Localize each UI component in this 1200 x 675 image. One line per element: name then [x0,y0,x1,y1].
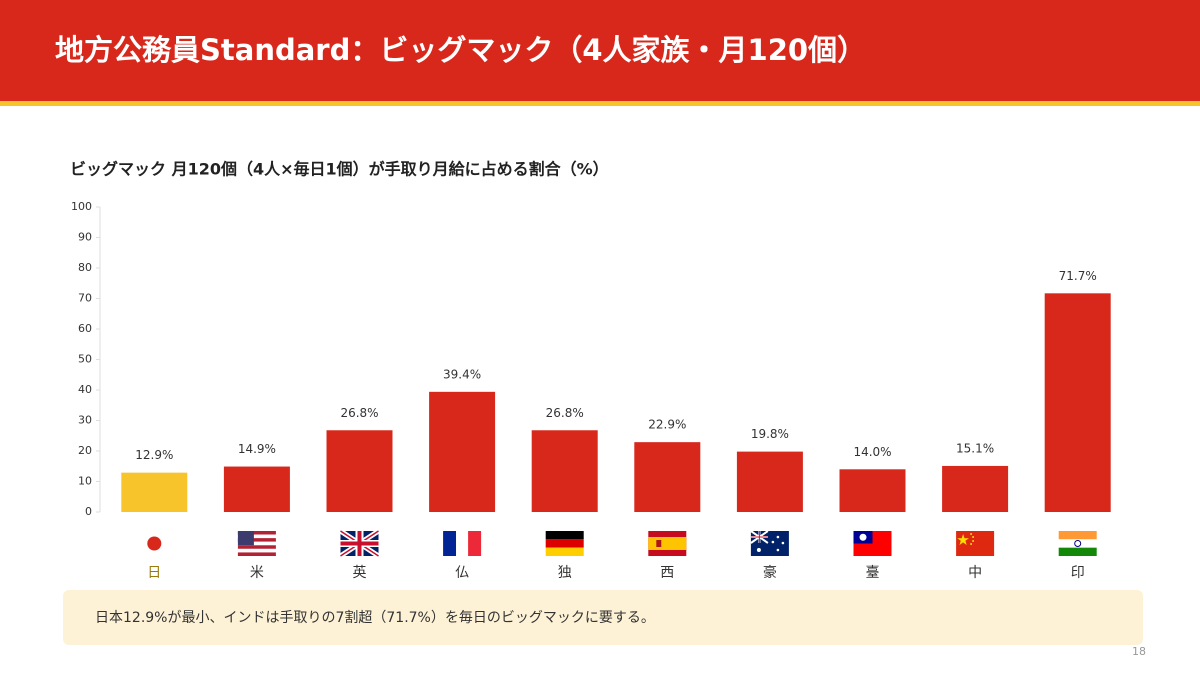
flag-part [443,531,457,556]
bar [531,430,598,512]
flag-part [237,548,276,553]
y-tick-label: 50 [78,353,92,366]
flag-part [972,540,975,542]
value-label: 26.8% [340,406,378,420]
flag-part [970,533,973,535]
flag-part [771,540,775,544]
value-label: 71.7% [1059,269,1097,283]
value-label: 39.4% [443,367,481,381]
x-tick-label: 西 [660,565,674,581]
flag-part [756,548,761,552]
x-tick-label: 印 [1071,565,1085,581]
flag-part [545,547,584,556]
bar [121,472,188,512]
flag [853,531,892,556]
flag [147,536,162,551]
footnote-box [63,590,1143,645]
flag-part [1058,531,1097,540]
flag-part [545,539,584,548]
flag [750,530,789,556]
value-label: 19.8% [751,427,789,441]
flag [339,528,380,559]
flag-part [237,534,276,539]
flag-part [956,531,995,556]
footnote: 日本12.9%が最小、インドは手取りの7割超（71.7%）を毎日のビッグマックに… [95,609,655,626]
bar [942,465,1009,512]
value-label: 14.0% [853,445,891,459]
flag [1058,531,1097,556]
flag-part [972,536,975,538]
flag-part [1074,540,1082,547]
chart-title: ビッグマック 月120個（4人×毎日1個）が手取り月給に占める割合（%） [70,160,609,179]
flag [237,531,276,556]
bar [223,466,290,512]
y-tick-label: 90 [78,231,92,244]
y-tick-label: 80 [78,261,92,274]
flag-part [237,545,276,549]
flag-part [545,531,584,540]
flag-part [147,536,162,551]
flag-part [781,541,785,545]
x-tick-label: 豪 [763,565,777,581]
flag-part [1058,539,1097,548]
bar [429,391,496,512]
flag [443,531,482,556]
value-label: 14.9% [238,442,276,456]
y-tick-label: 100 [71,200,92,213]
flag-part [237,531,276,535]
flag-part [237,538,276,542]
flag-part [237,552,276,556]
x-tick-label: 日 [147,565,161,581]
y-tick-label: 0 [85,505,92,518]
flag-part [957,534,969,545]
flag [545,531,584,556]
x-tick-label: 仏 [455,565,469,581]
flag-part [970,543,973,545]
header-band [0,0,1200,101]
flag [648,531,687,556]
flag [956,531,995,556]
value-label: 26.8% [546,406,584,420]
flag-part [859,533,867,541]
value-label: 22.9% [648,418,686,432]
y-tick-label: 20 [78,444,92,457]
bar [326,430,393,512]
header-rule [0,101,1200,106]
x-tick-label: 中 [968,565,982,581]
page-number: 18 [1132,645,1146,658]
y-tick-label: 60 [78,322,92,335]
y-tick-label: 10 [78,475,92,488]
flag-part [1058,547,1097,556]
y-tick-label: 40 [78,383,92,396]
bar [1044,293,1111,512]
flag-part [468,531,482,556]
bar [634,442,701,512]
value-label: 15.1% [956,441,994,455]
flag-part [340,541,379,546]
value-label: 12.9% [135,448,173,462]
flag-part [750,531,768,543]
flag-part [237,531,254,546]
flag-part [237,541,276,546]
flag-part [776,535,780,539]
y-tick-label: 70 [78,292,92,305]
x-tick-label: 臺 [866,565,880,581]
flag-part [656,540,662,547]
x-tick-label: 米 [250,565,264,581]
x-tick-label: 英 [353,564,367,581]
flag-part [456,531,469,556]
flag-part [776,548,780,552]
flag-part [648,537,687,550]
slide-title: 地方公務員Standard：ビッグマック（4人家族・月120個） [55,33,866,67]
bar [736,451,803,512]
bar [839,469,906,512]
y-tick-label: 30 [78,414,92,427]
x-tick-label: 独 [558,565,572,581]
